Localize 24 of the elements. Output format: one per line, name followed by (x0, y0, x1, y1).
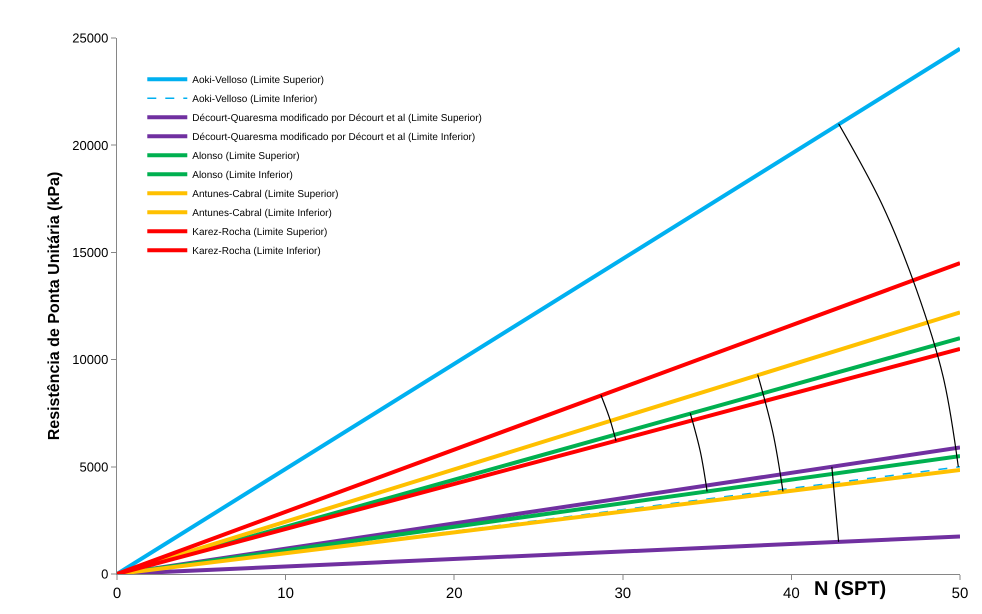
y-tick-label: 10000 (72, 352, 108, 368)
x-tick-label: 30 (614, 585, 632, 602)
legend-label: Antunes-Cabral (Limite Inferior) (192, 208, 332, 220)
legend-label: Décourt-Quaresma modificado por Décourt et al (Limite Inferior) (192, 132, 476, 144)
x-tick-label: 40 (783, 585, 800, 602)
legend-label: Karez-Rocha (Limite Superior) (192, 227, 328, 238)
legend-label: Aoki-Velloso (Limite Inferior) (192, 94, 318, 106)
y-tick-label: 20000 (72, 138, 108, 153)
x-tick-label: 20 (446, 585, 463, 602)
x-tick-label: 50 (952, 585, 968, 602)
y-tick-label: 0 (101, 566, 108, 582)
legend-label: Alonso (Limite Superior) (192, 151, 300, 162)
x-tick-label: 0 (112, 585, 122, 602)
legend-label: Aoki-Velloso (Limite Superior) (192, 75, 324, 86)
y-tick-label: 25000 (72, 30, 108, 46)
legend-label: Karez-Rocha (Limite Inferior) (192, 246, 321, 258)
y-tick-label: 15000 (72, 244, 108, 260)
legend-label: Alonso (Limite Inferior) (192, 170, 293, 182)
x-tick-label: 10 (277, 585, 294, 602)
y-tick-label: 5000 (79, 459, 108, 474)
y-axis-title: Resistência de Ponta Unitária (kPa) (46, 172, 64, 440)
legend-label: Antunes-Cabral (Limite Superior) (192, 189, 338, 200)
x-axis-title: N (SPT) (814, 578, 886, 600)
legend-label: Décourt-Quaresma modificado por Décourt et al (Limite Superior) (192, 113, 482, 124)
